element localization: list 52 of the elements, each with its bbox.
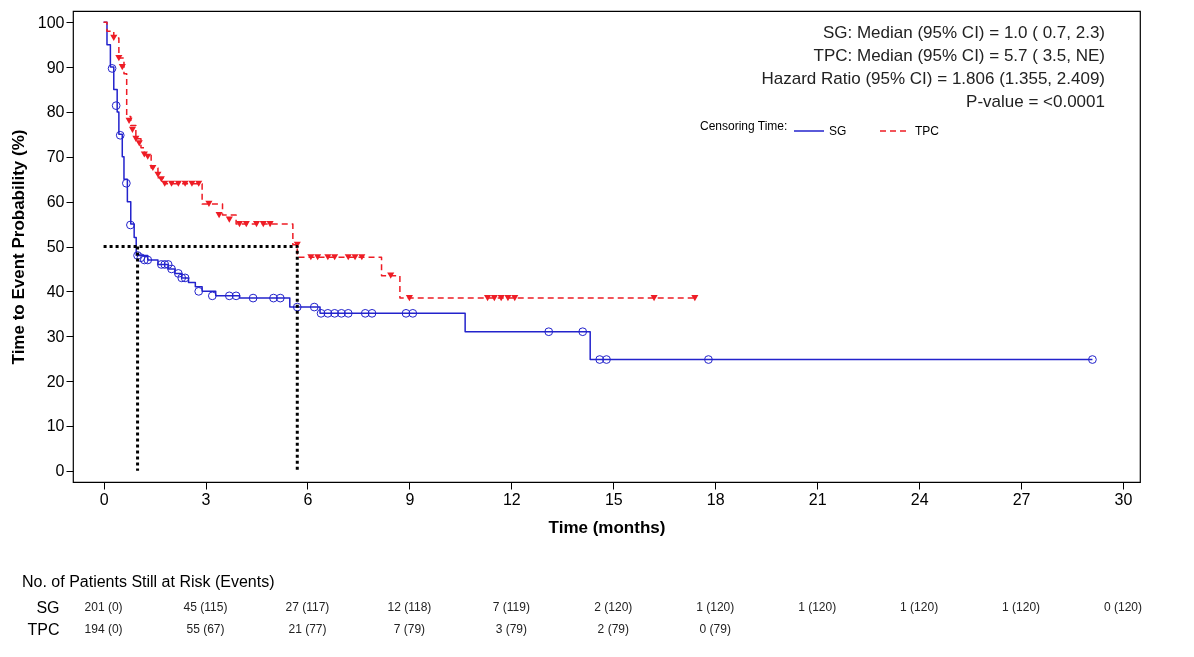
text: 1 (120) bbox=[798, 600, 837, 614]
annotation: Hazard Ratio (95% CI) = 1.806 (1.355, 2.409) bbox=[761, 69, 1105, 88]
y-tick-label: 30 bbox=[46, 327, 65, 345]
x-tick-label: 30 bbox=[1114, 490, 1133, 508]
y-tick-label: 100 bbox=[37, 13, 65, 31]
y-tick-label: 40 bbox=[46, 282, 65, 300]
x-tick-label: 9 bbox=[405, 490, 415, 508]
legend-label: SG bbox=[829, 124, 847, 138]
text: 7 (79) bbox=[393, 622, 426, 636]
annotation: TPC: Median (95% CI) = 5.7 ( 3.5, NE) bbox=[813, 46, 1105, 65]
x-tick-label: 24 bbox=[910, 490, 929, 508]
text: No. of Patients Still at Risk (Events) bbox=[22, 573, 275, 590]
text: 2 (79) bbox=[597, 622, 629, 636]
x-tick-label: 18 bbox=[706, 490, 725, 508]
text: 55 (67) bbox=[186, 622, 225, 636]
y-axis-title: Time to Event Probability (%) bbox=[8, 129, 28, 365]
text: 12 (118) bbox=[387, 600, 432, 614]
text: 21 (77) bbox=[288, 622, 327, 636]
y-tick-label: 60 bbox=[46, 193, 65, 211]
text: 1 (120) bbox=[696, 600, 735, 614]
text: 3 (79) bbox=[495, 622, 528, 636]
legend-title: Censoring Time: bbox=[700, 119, 788, 133]
y-tick-label: 70 bbox=[46, 148, 65, 166]
x-tick-label: 15 bbox=[604, 490, 623, 508]
text: 2 (120) bbox=[594, 600, 633, 614]
x-tick-label: 6 bbox=[303, 490, 313, 508]
text: 27 (117) bbox=[285, 600, 330, 614]
y-tick-label: 20 bbox=[46, 372, 65, 390]
y-tick-label: 90 bbox=[46, 58, 65, 76]
text: 45 (115) bbox=[183, 600, 228, 614]
text: 194 (0) bbox=[84, 622, 123, 636]
y-tick-label: 50 bbox=[46, 238, 65, 255]
annotation: SG: Median (95% CI) = 1.0 ( 0.7, 2.3) bbox=[822, 23, 1105, 42]
y-tick-label: 10 bbox=[46, 417, 65, 435]
text: 1 (120) bbox=[900, 600, 939, 614]
legend-label: TPC bbox=[915, 124, 940, 138]
text: TPC bbox=[27, 620, 60, 638]
text: SG bbox=[36, 598, 60, 616]
x-tick-label: 21 bbox=[808, 490, 827, 508]
annotation: P-value = <0.0001 bbox=[966, 92, 1105, 111]
y-tick-label: 80 bbox=[46, 103, 65, 121]
y-tick-label: 0 bbox=[55, 462, 65, 480]
x-tick-label: 3 bbox=[201, 490, 211, 508]
x-tick-label: 0 bbox=[99, 490, 109, 508]
text: 0 (120) bbox=[1103, 600, 1143, 614]
text: 7 (119) bbox=[492, 600, 530, 614]
text: 201 (0) bbox=[84, 600, 123, 614]
x-tick-label: 12 bbox=[502, 490, 521, 508]
text: 1 (120) bbox=[1002, 600, 1041, 614]
x-tick-label: 27 bbox=[1012, 490, 1031, 508]
text: 0 (79) bbox=[699, 622, 731, 636]
x-axis-title: Time (months) bbox=[548, 517, 666, 537]
